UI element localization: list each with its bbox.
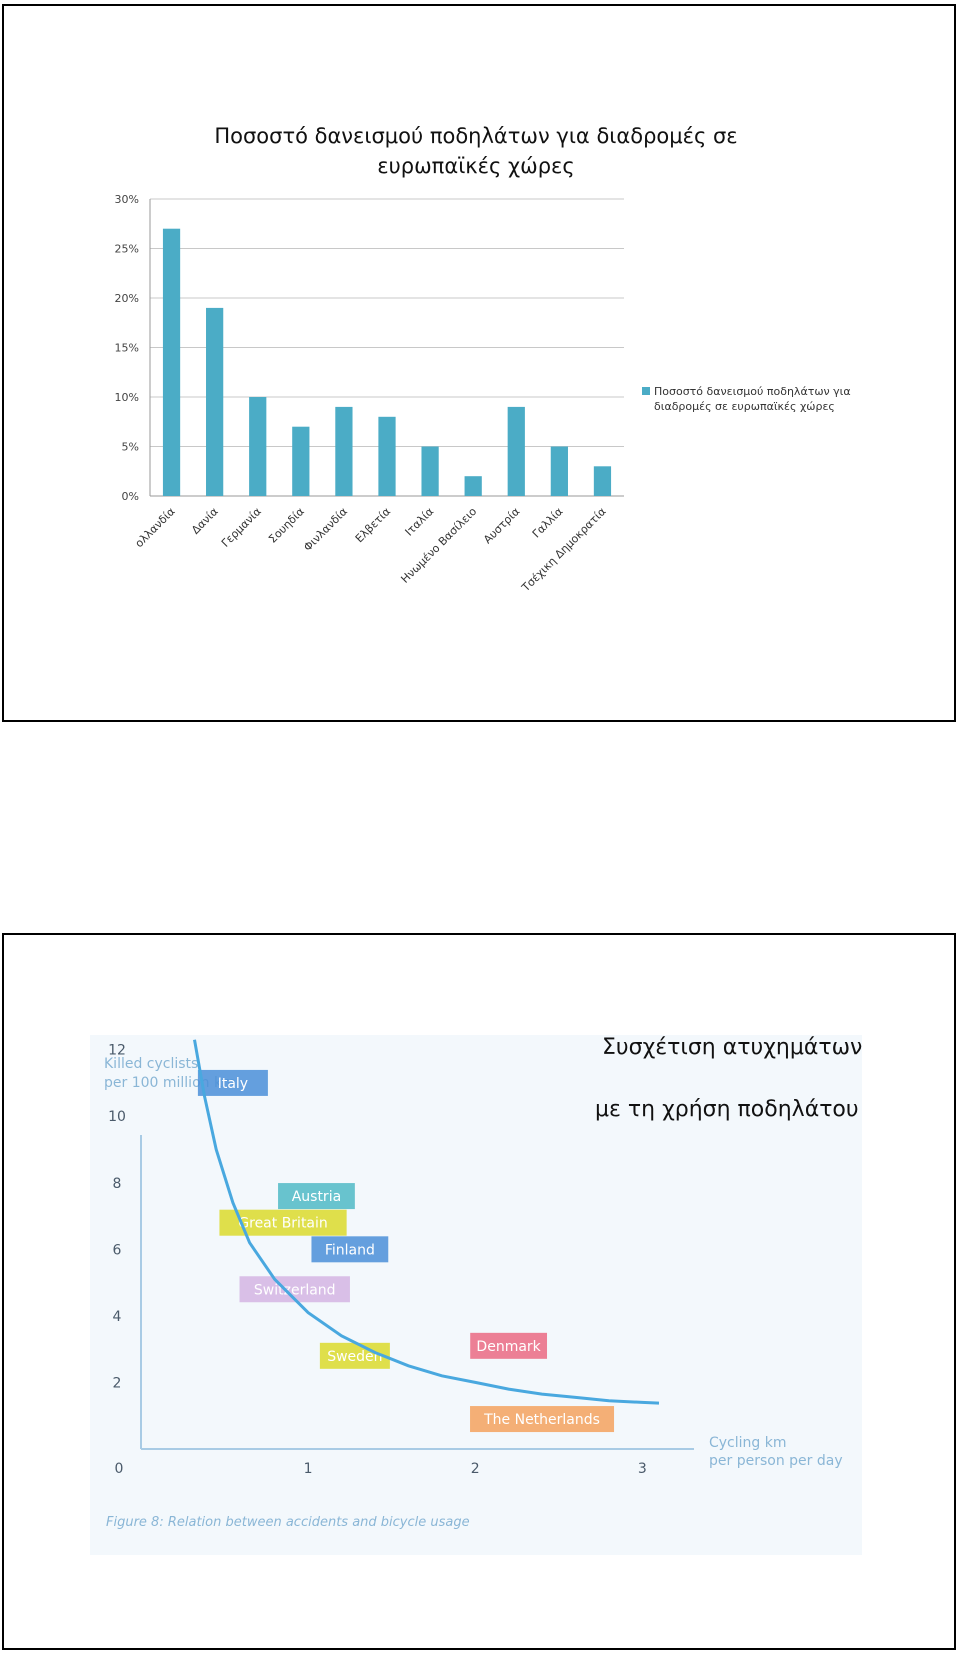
x-tick-label: Τσέχικη Δημοκρατία — [519, 505, 609, 595]
y-tick-label: 5% — [122, 441, 139, 454]
figure-caption: Figure 8: Relation between accidents and… — [106, 1515, 470, 1530]
bar — [593, 466, 612, 496]
y-tick-label: 6 — [113, 1242, 122, 1258]
x-tick-label: 0 — [115, 1461, 124, 1477]
bar — [421, 446, 439, 496]
bar — [292, 426, 310, 496]
svg-text:Denmark: Denmark — [476, 1339, 541, 1355]
legend-label-line-2: διαδρομές σε ευρωπαϊκές χώρες — [654, 400, 835, 413]
chart-title-line-1: Ποσοστό δανεισμού ποδηλάτων για διαδρομέ… — [214, 124, 737, 148]
y-tick-label: 12 — [108, 1043, 126, 1059]
x-tick-label: ολλανδία — [133, 505, 178, 550]
slide-caption-line-1: Συσχέτιση ατυχημάτων — [602, 1035, 863, 1060]
svg-text:Austria: Austria — [292, 1189, 341, 1205]
country-label: Denmark — [470, 1332, 548, 1359]
legend-label-line-1: Ποσοστό δανεισμού ποδηλάτων για — [654, 385, 851, 398]
x-tick-label: Ηνωμένο Βασίλειο — [398, 505, 479, 586]
svg-text:The Netherlands: The Netherlands — [483, 1412, 600, 1428]
y-tick-label: 30% — [115, 193, 139, 206]
x-tick-label: Ιταλία — [403, 505, 437, 539]
country-label: The Netherlands — [470, 1406, 615, 1433]
svg-text:Finland: Finland — [325, 1242, 375, 1258]
bar — [550, 446, 568, 496]
x-axis-title-line-1: Cycling km — [709, 1435, 787, 1451]
country-label: Finland — [311, 1236, 389, 1263]
svg-text:Sweden: Sweden — [327, 1349, 382, 1365]
x-tick-label: 3 — [638, 1461, 647, 1477]
svg-text:Italy: Italy — [218, 1076, 248, 1092]
x-tick-label: 1 — [304, 1461, 313, 1477]
y-tick-label: 20% — [115, 292, 139, 305]
figure-background — [90, 1035, 862, 1555]
x-tick-label: Γερμανία — [219, 505, 264, 550]
y-tick-label: 10% — [115, 391, 139, 404]
bar — [335, 406, 353, 496]
bar — [206, 307, 224, 496]
x-axis-title-line-2: per person per day — [709, 1453, 843, 1469]
y-tick-label: 25% — [115, 243, 139, 256]
svg-text:Great Britain: Great Britain — [238, 1216, 328, 1232]
bar — [162, 228, 181, 496]
accident-line-chart: Killed cyclists per 100 million km 24681… — [90, 1035, 862, 1555]
country-label: Austria — [278, 1183, 355, 1210]
y-axis-title-line-1: Killed cyclists — [104, 1056, 198, 1072]
svg-text:Switzerland: Switzerland — [254, 1282, 336, 1298]
country-label: Sweden — [319, 1342, 390, 1369]
y-tick-label: 8 — [113, 1176, 122, 1192]
y-tick-label: 15% — [115, 342, 139, 355]
y-tick-label: 10 — [108, 1109, 126, 1125]
bar — [507, 406, 525, 496]
y-tick-label: 2 — [113, 1375, 122, 1391]
x-tick-label: Γαλλία — [530, 505, 566, 541]
bar — [464, 476, 482, 496]
chart-title-line-2: ευρωπαϊκές χώρες — [377, 154, 574, 178]
slide-bike-sharing: Ποσοστό δανεισμού ποδηλάτων για διαδρομέ… — [2, 4, 956, 722]
accident-curve — [193, 1039, 660, 1405]
x-tick-label: Ελβετία — [353, 505, 393, 545]
y-tick-label: 0% — [122, 490, 139, 503]
x-tick-label: Σουηδία — [266, 505, 307, 546]
country-label: Italy — [197, 1069, 268, 1096]
x-tick-label: Δανία — [189, 505, 221, 537]
legend-swatch — [642, 387, 650, 395]
slide-caption-line-2: με τη χρήση ποδηλάτου — [595, 1097, 859, 1122]
x-tick-label: Αυστρία — [481, 505, 522, 546]
bar-chart: Ποσοστό δανεισμού ποδηλάτων για διαδρομέ… — [115, 124, 851, 595]
bar — [249, 397, 267, 496]
y-tick-label: 4 — [113, 1309, 122, 1325]
bar — [378, 416, 396, 496]
x-tick-label: Φινλανδία — [301, 505, 350, 554]
x-tick-label: 2 — [471, 1461, 480, 1477]
